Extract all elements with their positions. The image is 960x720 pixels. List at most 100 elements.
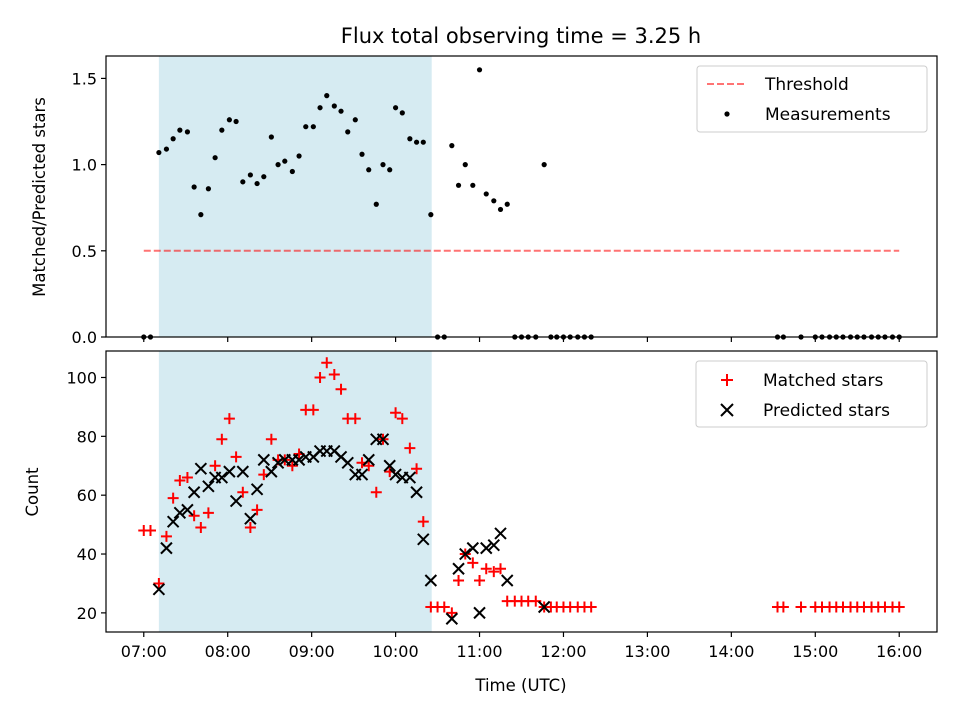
measurement-point	[470, 182, 476, 188]
predicted-star-point	[236, 465, 250, 478]
predicted-star-point	[487, 538, 501, 552]
predicted-star-point	[494, 527, 507, 540]
measurement-point	[303, 124, 309, 130]
y-tick-label: 20	[77, 604, 97, 623]
matched-star-point	[167, 492, 179, 504]
predicted-star-point	[194, 462, 208, 475]
y-tick-label: 1.5	[72, 69, 97, 88]
measurement-point	[541, 162, 547, 168]
matched-star-point	[160, 530, 172, 542]
predicted-star-point	[362, 453, 375, 467]
matched-star-point	[893, 601, 905, 613]
predicted-star-point	[424, 574, 438, 587]
x-tick-label: 12:00	[540, 642, 586, 661]
measurement-point	[219, 127, 225, 133]
measurement-point	[476, 67, 483, 73]
y-tick-label: 0.0	[72, 328, 97, 347]
measurement-point	[352, 117, 358, 123]
matched-star-point	[474, 575, 486, 587]
y-tick-label: 80	[77, 427, 97, 446]
measurement-point	[455, 182, 462, 188]
predicted-star-point	[376, 433, 390, 446]
predicted-star-point	[215, 471, 229, 484]
predicted-star-point	[501, 574, 514, 587]
ratio-y-axis-label: Matched/Predicted stars	[30, 97, 49, 297]
measurement-point	[254, 180, 260, 187]
matched-star-point	[438, 601, 450, 613]
matched-star-point	[153, 577, 165, 589]
predicted-star-point	[229, 494, 243, 508]
matched-star-point	[411, 463, 423, 475]
predicted-star-point	[265, 465, 278, 478]
observing-window-shade	[158, 56, 432, 337]
matched-star-point	[244, 522, 256, 534]
measurement-point	[233, 118, 239, 125]
matched-star-point	[321, 357, 333, 369]
y-tick-label: 60	[77, 486, 97, 505]
matched-star-point	[237, 486, 249, 498]
x-axis-label: Time (UTC)	[474, 676, 566, 695]
measurement-point	[261, 174, 267, 180]
measurement-point	[428, 212, 434, 218]
matched-star-point	[174, 474, 186, 486]
matched-star-point	[467, 557, 479, 569]
predicted-star-point	[250, 483, 264, 496]
measurement-point	[366, 167, 372, 173]
x-tick-label: 09:00	[289, 642, 335, 661]
measurement-point	[413, 139, 420, 145]
matched-star-point	[223, 413, 235, 425]
measurement-point	[205, 186, 212, 192]
measurement-point	[170, 136, 176, 142]
x-tick-label: 16:00	[876, 642, 922, 661]
figure-title: Flux total observing time = 3.25 h	[341, 24, 701, 48]
matched-star-point	[216, 433, 228, 445]
predicted-star-point	[202, 480, 215, 493]
matched-star-point	[195, 522, 207, 534]
count-plot-frame	[105, 350, 938, 633]
measurement-point	[345, 129, 351, 135]
measurement-point	[282, 158, 288, 164]
matched-star-point	[396, 413, 408, 425]
predicted-star-point	[459, 547, 472, 561]
measurement-point	[399, 110, 405, 116]
measurement-point	[420, 139, 426, 145]
legend-x-mark	[720, 403, 734, 417]
legend-measurements-label: Measurements	[765, 105, 891, 125]
matched-star-point	[209, 460, 221, 472]
measurement-point	[483, 191, 489, 197]
measurement-point	[212, 155, 218, 161]
predicted-star-point	[152, 583, 166, 596]
predicted-star-point	[473, 606, 486, 620]
matched-star-point	[265, 433, 277, 445]
predicted-star-point	[173, 506, 187, 520]
matched-star-point	[307, 404, 319, 416]
measurement-point	[240, 179, 246, 185]
matched-star-point	[328, 369, 340, 381]
x-tick-label: 15:00	[792, 642, 838, 661]
measurement-point	[317, 105, 323, 111]
measurement-point	[184, 129, 191, 135]
measurement-point	[504, 201, 510, 207]
predicted-star-point	[389, 468, 402, 481]
predicted-star-point	[257, 453, 271, 467]
matched-star-point	[585, 601, 597, 613]
predicted-star-point	[160, 541, 173, 555]
legend-predicted-x-icon	[720, 403, 734, 417]
x-tick-label: 08:00	[205, 642, 251, 661]
matched-star-point	[349, 413, 361, 425]
matched-star-point	[230, 451, 242, 463]
matched-star-point	[335, 383, 347, 395]
predicted-star-point	[355, 468, 369, 481]
measurement-point	[331, 103, 337, 109]
count-panel: 20 40 60 80 100 07:00 08:00 09:00 10:00 11:00 12:…	[23, 350, 938, 695]
matched-star-point	[370, 486, 382, 498]
matched-star-point	[363, 460, 375, 472]
matched-star-point	[795, 601, 807, 613]
matched-star-point	[488, 566, 500, 578]
measurement-point	[462, 162, 468, 168]
matched-star-point	[390, 407, 402, 419]
measurement-point	[324, 93, 330, 99]
measurement-point	[268, 134, 274, 140]
x-tick-label: 14:00	[708, 642, 754, 661]
predicted-star-point	[537, 600, 551, 614]
